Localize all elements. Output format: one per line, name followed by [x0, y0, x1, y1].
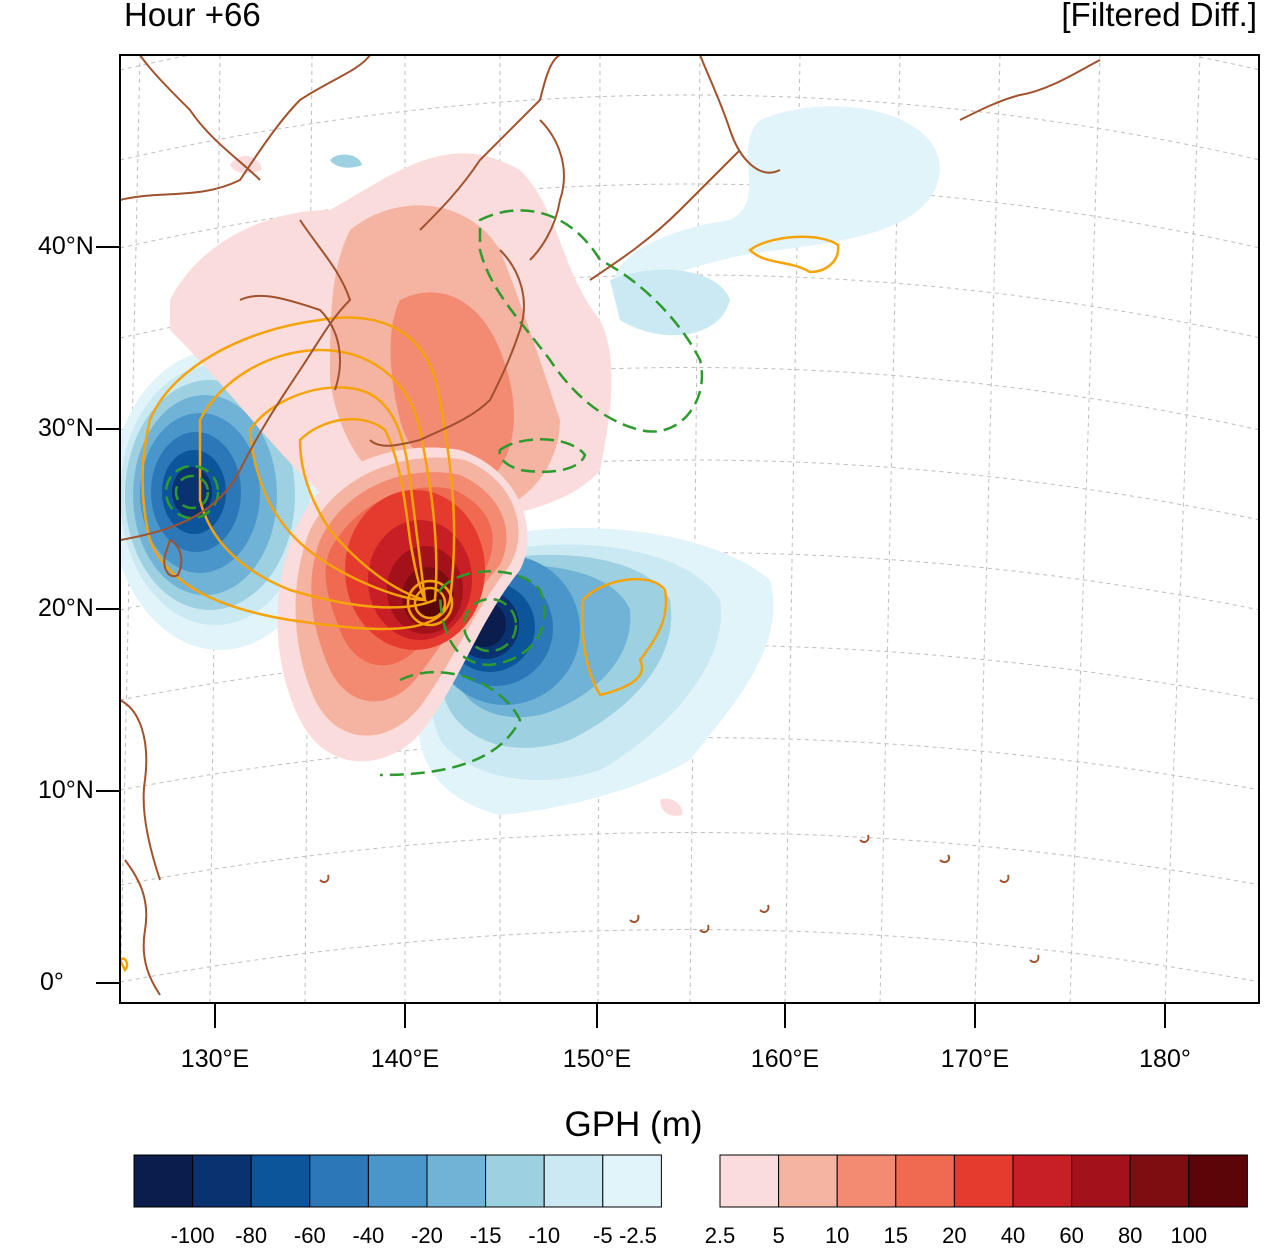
- colorbar: [133, 1154, 1248, 1208]
- lon-ticks: [214, 1003, 1166, 1028]
- lon-label-170: 170°E: [940, 1045, 1010, 1073]
- colorbar-tick-positive: 10: [824, 1223, 850, 1248]
- lon-label-140: 140°E: [370, 1045, 440, 1073]
- lat-label-0: 0°: [40, 968, 64, 996]
- colorbar-tick-negative: -20: [411, 1223, 443, 1248]
- colorbar-tick-positive: 60: [1059, 1223, 1084, 1248]
- colorbar-swatch-negative: [133, 1154, 194, 1208]
- lat-label-40: 40°N: [38, 232, 94, 260]
- colorbar-swatch-positive: [719, 1154, 780, 1208]
- plot-title-right: [Filtered Diff.]: [1061, 0, 1257, 33]
- lat-label-10: 10°N: [38, 776, 94, 804]
- colorbar-swatch-negative: [367, 1154, 428, 1208]
- lon-label-130: 130°E: [180, 1045, 250, 1073]
- colorbar-swatch-positive: [1188, 1154, 1248, 1208]
- colorbar-tick-negative: -80: [235, 1223, 268, 1248]
- colorbar-swatch-negative: [602, 1154, 662, 1208]
- colorbar-tick-positive: 5: [772, 1223, 785, 1248]
- map-frame-border: [119, 54, 1260, 1004]
- colorbar-tick-positive: 80: [1117, 1223, 1143, 1248]
- colorbar-tick-positive: 40: [1000, 1223, 1026, 1248]
- colorbar-swatch-positive: [1129, 1154, 1190, 1208]
- colorbar-tick-positive: 100: [1170, 1223, 1208, 1248]
- colorbar-tick-negative: -60: [293, 1223, 326, 1248]
- colorbar-tick-negative: -100: [170, 1223, 215, 1248]
- colorbar-swatch-positive: [1012, 1154, 1073, 1208]
- colorbar-swatch-negative: [543, 1154, 604, 1208]
- lat-label-20: 20°N: [38, 594, 94, 622]
- colorbar-swatch-negative: [426, 1154, 487, 1208]
- positive-contours: [120, 235, 840, 973]
- lon-label-180: 180°: [1139, 1045, 1191, 1073]
- colorbar-swatch-negative: [250, 1154, 311, 1208]
- negative-contours: [164, 209, 704, 777]
- colorbar-swatch-positive: [1071, 1154, 1131, 1208]
- colorbar-tick-negative: -2.5: [618, 1223, 657, 1248]
- colorbar-swatch-negative: [192, 1154, 252, 1208]
- colorbar-swatch-negative: [485, 1154, 545, 1208]
- coastlines: [120, 55, 1101, 996]
- colorbar-swatch-positive: [778, 1154, 838, 1208]
- colorbar-tick-negative: -40: [352, 1223, 385, 1248]
- colorbar-swatch-positive: [953, 1154, 1014, 1208]
- colorbar-title: GPH (m): [564, 1105, 703, 1144]
- lat-label-30: 30°N: [38, 414, 94, 442]
- colorbar-tick-negative: -15: [469, 1223, 502, 1248]
- colorbar-tick-positive: 2.5: [704, 1223, 736, 1248]
- colorbar-swatch-positive: [895, 1154, 955, 1208]
- colorbar-swatch-negative: [309, 1154, 369, 1208]
- colorbar-tick-negative: -5: [593, 1223, 613, 1248]
- lon-label-160: 160°E: [750, 1045, 820, 1073]
- colorbar-tick-positive: 15: [883, 1223, 909, 1248]
- lat-ticks: [96, 246, 120, 984]
- colorbar-tick-negative: -10: [528, 1223, 561, 1248]
- colorbar-tick-positive: 20: [942, 1223, 967, 1248]
- lon-label-150: 150°E: [562, 1045, 632, 1073]
- plot-title-left: Hour +66: [124, 0, 261, 33]
- colorbar-swatch-positive: [836, 1154, 897, 1208]
